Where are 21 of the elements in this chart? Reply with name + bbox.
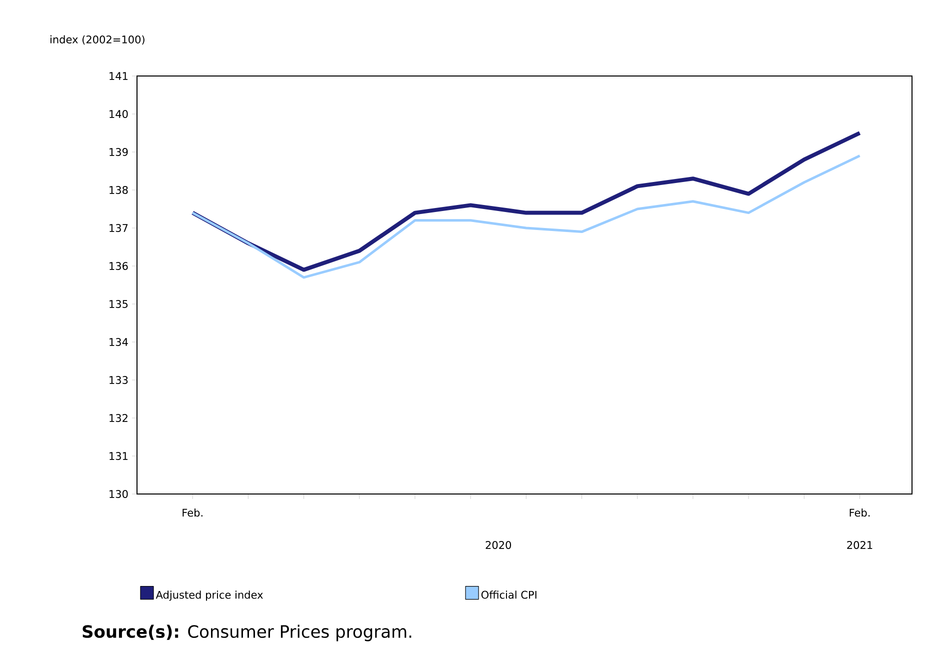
text: Source(s): Consumer Prices program. xyxy=(82,624,412,642)
y-tick-label: 132 xyxy=(110,414,128,422)
y-tick-label: 141 xyxy=(110,72,128,80)
y-tick-label: 139 xyxy=(110,148,128,156)
y-tick-label: 130 xyxy=(110,490,128,498)
text: 2021 xyxy=(847,541,872,549)
x-tick-label: Feb. xyxy=(182,508,202,517)
y-tick-label: 134 xyxy=(110,338,128,346)
y-tick-label: 138 xyxy=(110,186,128,194)
y-axis-title: index (2002=100) xyxy=(50,35,144,45)
legend-label: Adjusted price index xyxy=(156,590,263,601)
line-series xyxy=(191,154,861,279)
y-tick-label: 140 xyxy=(110,110,128,118)
y-tick-label: 136 xyxy=(110,262,128,270)
y-tick-label: 133 xyxy=(110,376,128,384)
text: 2020 xyxy=(486,541,512,549)
y-tick-label: 131 xyxy=(110,452,128,460)
y-tick-label: 135 xyxy=(110,300,128,308)
x-tick-label: Feb. xyxy=(850,508,870,517)
legend-label: Official CPI xyxy=(481,590,536,599)
y-tick-label: 137 xyxy=(110,224,128,232)
